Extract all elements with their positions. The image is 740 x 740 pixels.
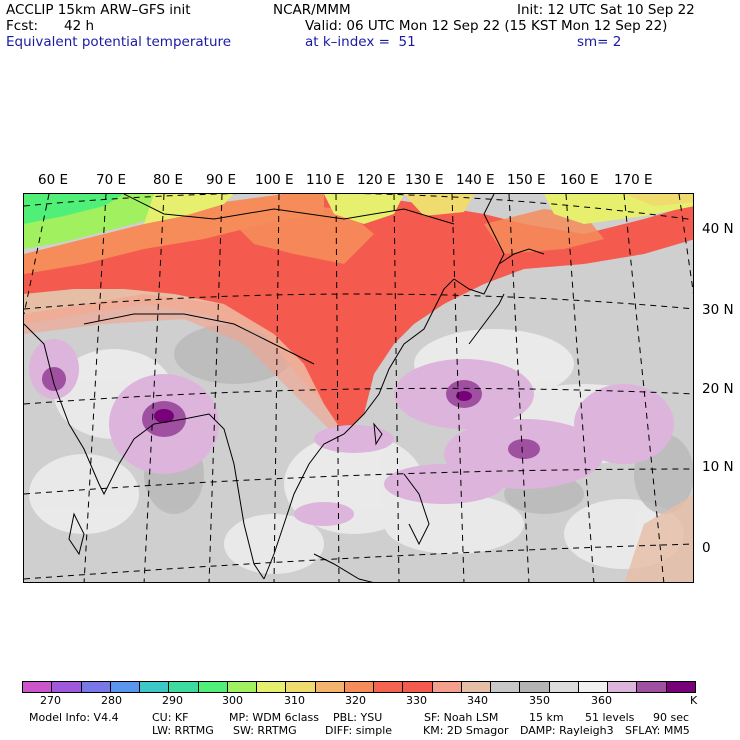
model-info-item: LW: RRTMG [152,724,214,737]
longitude-label: 140 E [456,172,495,188]
colorbar-swatch [109,681,141,693]
latitude-label: 20 N [702,381,734,397]
colorbar-swatch [548,681,579,693]
colorbar-swatch [80,681,111,693]
colorbar-label: 300 [222,694,243,707]
model-info-item: MP: WDM 6class [229,711,319,724]
colorbar-swatch [168,681,199,693]
colorbar-label: 340 [467,694,488,707]
colorbar-label: 280 [101,694,122,707]
colorbar-swatch [373,681,404,693]
organization: NCAR/MMM [273,2,351,18]
colorbar-swatch [460,681,492,693]
longitude-label: 100 E [255,172,294,188]
longitude-label: 120 E [357,172,396,188]
valid-time: Valid: 06 UTC Mon 12 Sep 22 (15 KST Mon … [305,18,668,34]
colorbar-swatch [139,681,170,693]
longitude-label: 170 E [614,172,653,188]
colorbar-swatch [577,681,609,693]
latitude-label: 40 N [702,221,734,237]
smoothing-info: sm= 2 [577,34,622,50]
model-title: ACCLIP 15km ARW–GFS init [6,2,191,18]
longitude-label: 150 E [507,172,546,188]
colorbar-swatch [22,681,53,693]
colorbar-swatch [343,681,375,693]
longitude-label: 130 E [405,172,444,188]
colorbar-label: 310 [284,694,305,707]
field-name: Equivalent potential temperature [6,34,232,50]
model-info-item: PBL: YSU [333,711,383,724]
colorbar-swatch [226,681,258,693]
forecast-hour: 42 h [64,18,95,34]
longitude-label: 160 E [560,172,599,188]
colorbar-label: 360 [591,694,612,707]
model-info-item: SW: RRTMG [233,724,297,737]
colorbar-swatch [519,681,550,693]
init-time: Init: 12 UTC Sat 10 Sep 22 [517,2,695,18]
colorbar-label: 320 [345,694,366,707]
forecast-label: Fcst: [6,18,39,34]
model-info-item: DIFF: simple [325,724,393,737]
level-info: at k–index = 51 [305,34,416,50]
colorbar-swatch [197,681,228,693]
longitude-label: 60 E [38,172,68,188]
longitude-label: 70 E [96,172,126,188]
model-info-item: 90 sec [653,711,690,724]
longitude-label: 80 E [153,172,183,188]
model-info-item: 15 km [529,711,564,724]
colorbar [22,681,696,693]
model-info-item: 51 levels [585,711,635,724]
colorbar-label: K [690,694,698,707]
map-panel [23,193,694,583]
model-info-item: KM: 2D Smagor [423,724,509,737]
colorbar-swatch [51,681,82,693]
colorbar-label: 350 [529,694,550,707]
colorbar-swatch [314,681,345,693]
colorbar-swatch [607,681,638,693]
colorbar-swatch [402,681,433,693]
colorbar-swatch [636,681,667,693]
model-info-item: DAMP: Rayleigh3 [520,724,614,737]
longitude-label: 90 E [206,172,236,188]
colorbar-swatch [490,681,521,693]
colorbar-swatch [665,681,696,693]
theta-e-map [24,194,693,582]
colorbar-label: 270 [40,694,61,707]
latitude-label: 30 N [702,302,734,318]
colorbar-swatch [431,681,462,693]
model-info-item: CU: KF [152,711,189,724]
model-info-item: SF: Noah LSM [424,711,499,724]
colorbar-swatch [256,681,287,693]
model-info-item: SFLAY: MM5 [625,724,690,737]
latitude-label: 0 [702,540,711,556]
latitude-label: 10 N [702,459,734,475]
colorbar-label: 290 [162,694,183,707]
colorbar-label: 330 [406,694,427,707]
longitude-label: 110 E [306,172,345,188]
model-info-item: Model Info: V4.4 [29,711,119,724]
colorbar-swatch [285,681,316,693]
